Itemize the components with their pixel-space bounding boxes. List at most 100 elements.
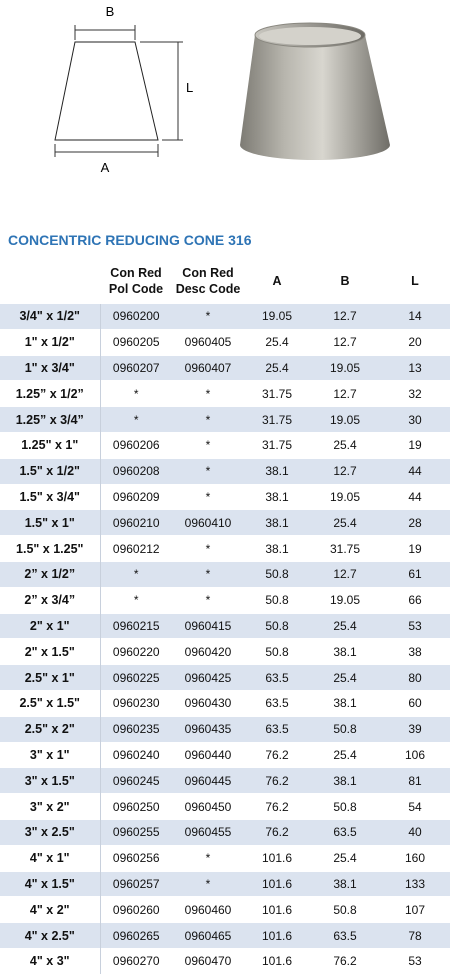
data-cell: 38.1 [244, 483, 310, 510]
table-row: 4" x 3" 0960270 0960470 101.6 76.2 53 [0, 947, 450, 974]
data-cell: 63.5 [244, 689, 310, 717]
data-cell: * [172, 586, 244, 614]
data-cell: 50.8 [244, 586, 310, 614]
size-cell: 4" x 2" [0, 896, 101, 923]
size-cell: 3" x 2" [0, 793, 101, 820]
header-cell: A [244, 258, 310, 304]
data-cell: 0960430 [172, 689, 244, 717]
size-cell: 1.25” x 3/4” [0, 406, 101, 433]
header-cell: Con Red Pol Code [100, 258, 172, 304]
data-cell: 76.2 [244, 767, 310, 794]
data-cell: 80 [380, 664, 450, 691]
data-cell: 133 [380, 870, 450, 897]
data-cell: 0960450 [172, 793, 244, 820]
data-cell: 63.5 [310, 922, 380, 949]
data-cell: 25.4 [244, 354, 310, 381]
data-cell: 50.8 [310, 793, 380, 820]
data-cell: 38.1 [244, 509, 310, 536]
size-cell: 1.25" x 1" [0, 431, 101, 459]
data-cell: 0960215 [100, 612, 172, 639]
data-cell: 44 [380, 483, 450, 510]
data-cell: 0960460 [172, 896, 244, 923]
data-cell: 0960455 [172, 818, 244, 846]
size-cell: 1.5" x 1.25" [0, 535, 101, 562]
data-cell: 0960220 [100, 638, 172, 665]
data-cell: 101.6 [244, 922, 310, 949]
table-row: 3/4" x 1/2" 0960200 * 19.05 12.7 14 [0, 303, 450, 330]
data-cell: 0960257 [100, 870, 172, 897]
data-cell: 0960270 [100, 947, 172, 974]
data-cell: 0960445 [172, 767, 244, 794]
spec-table: Con Red Pol Code Con Red Desc Code A B L 3/4" … [0, 258, 450, 974]
data-cell: 19.05 [310, 406, 380, 433]
data-cell: 39 [380, 715, 450, 743]
table-row: 1.5" x 1/2" 0960208 * 38.1 12.7 44 [0, 457, 450, 485]
data-cell: 0960245 [100, 767, 172, 794]
header-line: Desc Code [175, 281, 241, 296]
data-cell: 0960415 [172, 612, 244, 639]
header-line: Con Red [110, 265, 162, 280]
cone-photo [240, 22, 390, 160]
data-cell: 0960260 [100, 896, 172, 923]
data-cell: * [172, 870, 244, 897]
data-cell: 44 [380, 457, 450, 485]
data-cell: 40 [380, 818, 450, 846]
data-cell: 107 [380, 896, 450, 923]
table-row: 2.5" x 1.5" 0960230 0960430 63.5 38.1 60 [0, 689, 450, 717]
data-cell: 19 [380, 431, 450, 459]
figure: B L A [54, 4, 390, 175]
data-cell: 25.4 [310, 612, 380, 639]
data-cell: 76.2 [244, 818, 310, 846]
data-cell: 0960435 [172, 715, 244, 743]
data-cell: * [100, 586, 172, 614]
dim-label: A [101, 160, 110, 175]
dimension-drawing [54, 25, 183, 157]
table-title: CONCENTRIC REDUCING CONE 316 [8, 232, 252, 248]
data-cell: * [172, 406, 244, 433]
size-cell: 1.5" x 3/4" [0, 483, 101, 510]
data-cell: 38.1 [310, 638, 380, 665]
size-cell: 4" x 2.5" [0, 922, 101, 949]
data-cell: 0960207 [100, 354, 172, 381]
header-line: Con Red [182, 265, 234, 280]
size-cell: 2.5" x 1" [0, 664, 101, 691]
data-cell: * [100, 380, 172, 407]
data-cell: 0960440 [172, 741, 244, 768]
data-cell: 31.75 [310, 535, 380, 562]
data-cell: * [172, 431, 244, 459]
data-cell: 76.2 [244, 741, 310, 768]
data-cell: 50.8 [244, 638, 310, 665]
table-row: 1.5" x 1.25" 0960212 * 38.1 31.75 19 [0, 535, 450, 562]
data-cell: * [172, 303, 244, 330]
data-cell: 50.8 [244, 560, 310, 588]
data-cell: 25.4 [310, 741, 380, 768]
data-cell: 12.7 [310, 303, 380, 330]
table-row: 1" x 1/2" 0960205 0960405 25.4 12.7 20 [0, 328, 450, 356]
data-cell: 50.8 [310, 715, 380, 743]
table-row: 1" x 3/4" 0960207 0960407 25.4 19.05 13 [0, 354, 450, 381]
data-cell: 38.1 [244, 535, 310, 562]
data-cell: 0960235 [100, 715, 172, 743]
data-cell: 0960420 [172, 638, 244, 665]
data-cell: 14 [380, 303, 450, 330]
size-cell: 1" x 3/4" [0, 354, 101, 381]
data-cell: 38 [380, 638, 450, 665]
data-cell: 101.6 [244, 947, 310, 974]
size-cell: 3" x 2.5" [0, 818, 101, 846]
size-cell: 2.5" x 1.5" [0, 689, 101, 717]
data-cell: 0960205 [100, 328, 172, 356]
data-cell: 81 [380, 767, 450, 794]
data-cell: 0960255 [100, 818, 172, 846]
data-cell: 20 [380, 328, 450, 356]
size-cell: 4" x 1.5" [0, 870, 101, 897]
data-cell: 160 [380, 844, 450, 872]
data-cell: 0960265 [100, 922, 172, 949]
header-cell [0, 258, 100, 304]
data-cell: 19.05 [244, 303, 310, 330]
header-cell: Con Red Desc Code [172, 258, 244, 304]
data-cell: * [172, 535, 244, 562]
table-row: 2” x 3/4” * * 50.8 19.05 66 [0, 586, 450, 614]
table-row: 2” x 1/2” * * 50.8 12.7 61 [0, 560, 450, 588]
header-line: L [411, 273, 419, 288]
